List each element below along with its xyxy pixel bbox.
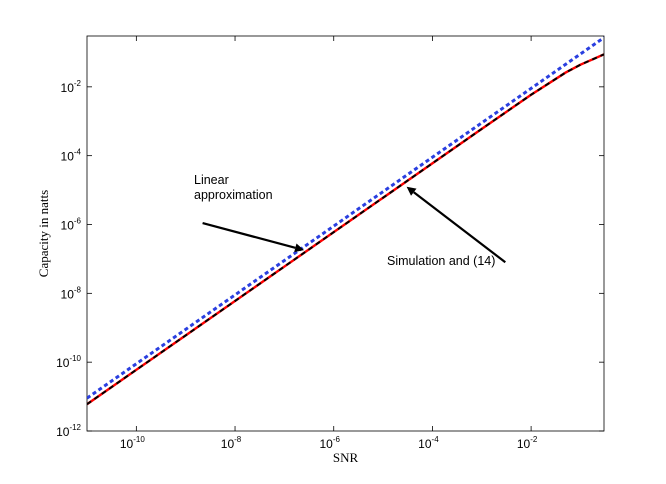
x-tick-label: 10-10 <box>120 435 145 451</box>
x-axis-label: SNR <box>333 450 359 465</box>
annotation-simulation: Simulation and (14) <box>387 254 495 268</box>
x-tick-label: 10-4 <box>418 435 439 451</box>
y-tick-label: 10-6 <box>61 217 82 233</box>
y-tick-label: 10-10 <box>56 354 81 370</box>
plot-frame <box>86 35 605 432</box>
y-tick-label: 10-4 <box>61 148 82 164</box>
annotation-arrow-simulation-shaft <box>413 191 506 264</box>
series-black-dashed-line <box>87 53 604 406</box>
x-tick-label: 10-2 <box>517 435 538 451</box>
annotation-arrow-simulation-head <box>406 186 417 196</box>
annotation-linear-approximation: Linear approximation <box>194 173 273 202</box>
y-tick-label: 10-2 <box>61 79 82 95</box>
x-tick-label: 10-6 <box>319 435 340 451</box>
annotation-arrow-linear-head <box>294 243 305 253</box>
annotation-arrow-linear-shaft <box>202 222 296 249</box>
series-layer <box>87 36 604 406</box>
series-blue-dotted-line <box>87 36 604 400</box>
y-tick-label: 10-12 <box>56 423 81 439</box>
y-axis-label: Capacity in natts <box>36 190 51 277</box>
y-tick-label: 10-8 <box>61 285 82 301</box>
x-tick-label: 10-8 <box>221 435 242 451</box>
annotations-layer: Linear approximation Simulation and (14) <box>194 173 506 268</box>
ticks-layer: 10-10 10-8 10-6 10-4 10-2 10-12 10-10 10-8 10-6 1… <box>56 36 604 451</box>
